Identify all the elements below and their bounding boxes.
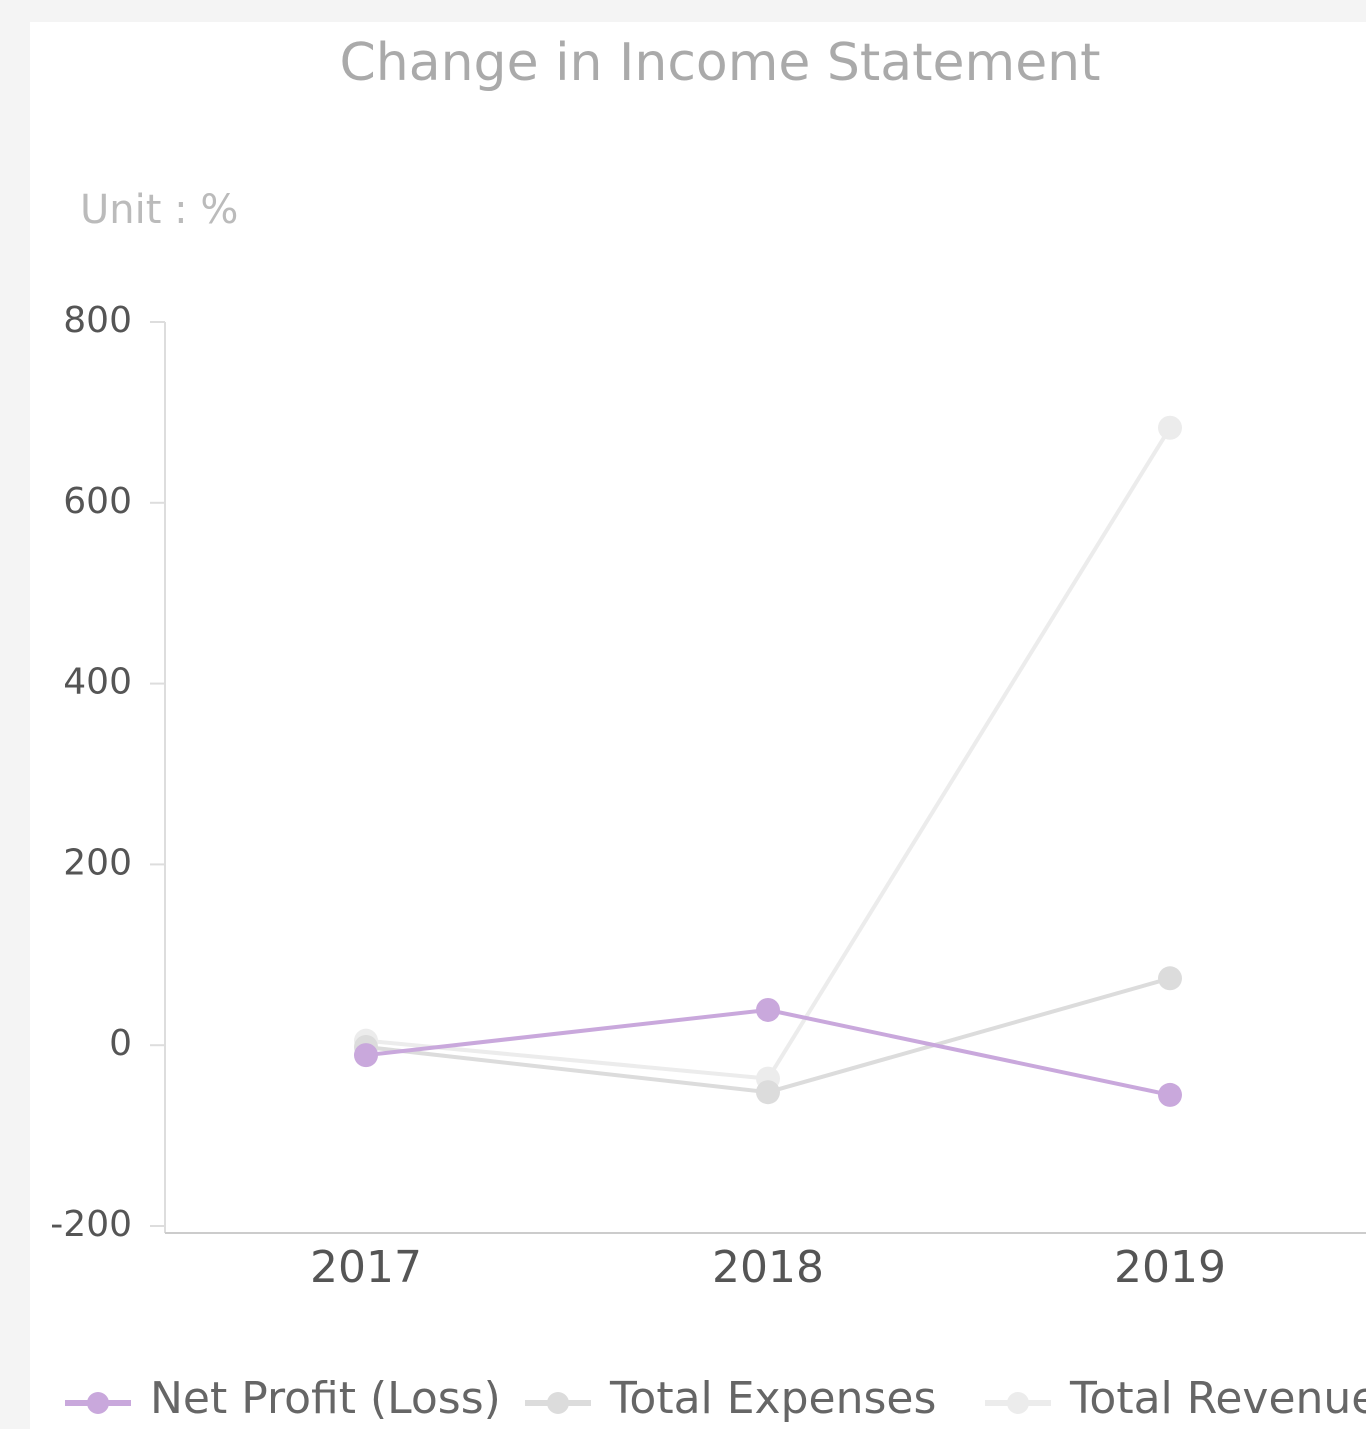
unit-label: Unit : % (80, 187, 238, 233)
chart-title: Change in Income Statement (339, 33, 1100, 93)
legend-label: Net Profit (Loss) (150, 1373, 501, 1424)
legend-marker (87, 1392, 109, 1414)
y-tick-label: -200 (50, 1204, 132, 1245)
data-point (756, 1080, 780, 1105)
y-tick-label: 200 (63, 842, 132, 883)
data-point (354, 1043, 378, 1068)
y-tick-label: 800 (63, 300, 132, 341)
y-tick-label: 0 (109, 1023, 132, 1064)
legend-marker (1007, 1392, 1029, 1414)
y-tick-label: 600 (63, 481, 132, 522)
data-point (1158, 966, 1182, 991)
legend-label: Total Expenses (609, 1373, 936, 1424)
data-point (756, 997, 780, 1022)
data-point (1158, 415, 1182, 440)
legend-label: Total Revenue (1069, 1373, 1366, 1424)
x-tick-label: 2019 (1114, 1242, 1226, 1293)
data-point (1158, 1082, 1182, 1107)
x-tick-label: 2018 (712, 1242, 824, 1293)
card (30, 22, 1366, 1429)
legend-marker (547, 1392, 569, 1414)
x-tick-label: 2017 (310, 1242, 422, 1293)
y-tick-label: 400 (63, 662, 132, 703)
